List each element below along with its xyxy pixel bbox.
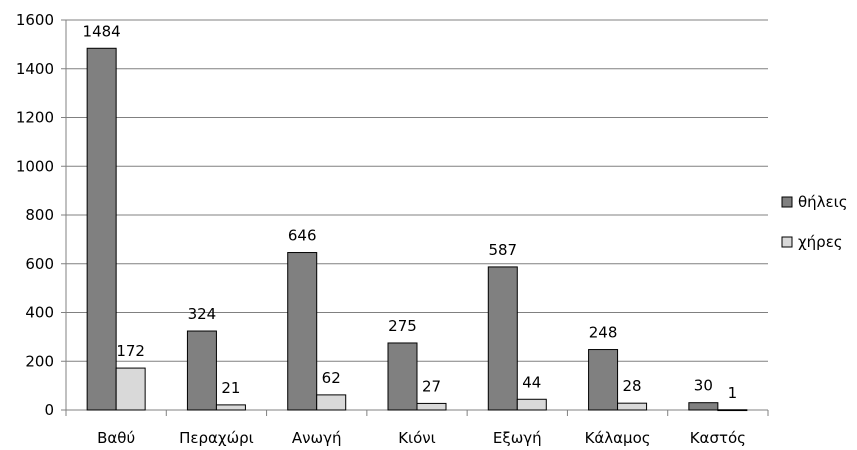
x-tick-label: Βαθύ [97,429,135,447]
y-tick-label: 400 [25,304,54,322]
gridlines [66,19,768,411]
bar-theleis [86,47,117,411]
data-label: 28 [623,377,642,395]
x-tick-label: Καστός [690,429,746,447]
bar-chires [115,367,146,411]
legend-label: θήλεις [798,193,848,211]
data-label: 21 [221,379,240,397]
legend-swatch [781,196,793,208]
data-labels: 1484 172 324 21 646 62 275 27 587 44 248 28 30 1 [83,22,738,401]
data-label: 172 [116,342,145,360]
bar-theleis [688,402,719,411]
bar-theleis [387,342,418,411]
y-tick-label: 600 [25,255,54,273]
x-tick-label: Ανωγή [292,429,342,447]
x-tick-label: Περαχώρι [179,429,254,447]
bar-theleis [287,252,318,411]
y-tick-label: 0 [44,401,54,419]
data-label: 1 [728,384,738,402]
y-tick-label: 200 [25,352,54,370]
bar-theleis [186,330,217,411]
y-tick-label: 1200 [16,109,54,127]
axes: 0 200 400 600 800 1000 1200 1400 1600 Βαθύ Περαχώρ… [16,11,769,447]
data-label: 646 [288,227,317,245]
x-tick-label: Κάλαμος [585,429,651,447]
x-tick-label: Εξωγή [493,429,542,447]
bar-theleis [588,349,619,411]
data-label: 587 [488,241,517,259]
y-tick-label: 1400 [16,60,54,78]
bar-theleis [487,266,518,411]
legend: θήλεις χήρες [781,193,848,251]
data-label: 44 [522,373,541,391]
data-label: 324 [188,305,217,323]
data-label: 27 [422,377,441,395]
bar-chires [516,398,547,411]
data-label: 275 [388,317,417,335]
y-tick-label: 800 [25,206,54,224]
bar-chires [416,402,447,411]
bar-chires [617,402,648,411]
y-tick-label: 1600 [16,11,54,29]
legend-swatch [781,236,793,248]
legend-label: χήρες [798,233,843,251]
bars [86,47,748,412]
data-label: 62 [322,369,341,387]
x-tick-label: Κιόνι [398,429,436,447]
y-tick-label: 1000 [16,157,54,175]
bar-chires [717,409,748,412]
data-label: 248 [589,324,618,342]
bar-chires [215,404,246,411]
data-label: 1484 [83,22,121,40]
bar-chires [316,394,347,411]
data-label: 30 [694,377,713,395]
